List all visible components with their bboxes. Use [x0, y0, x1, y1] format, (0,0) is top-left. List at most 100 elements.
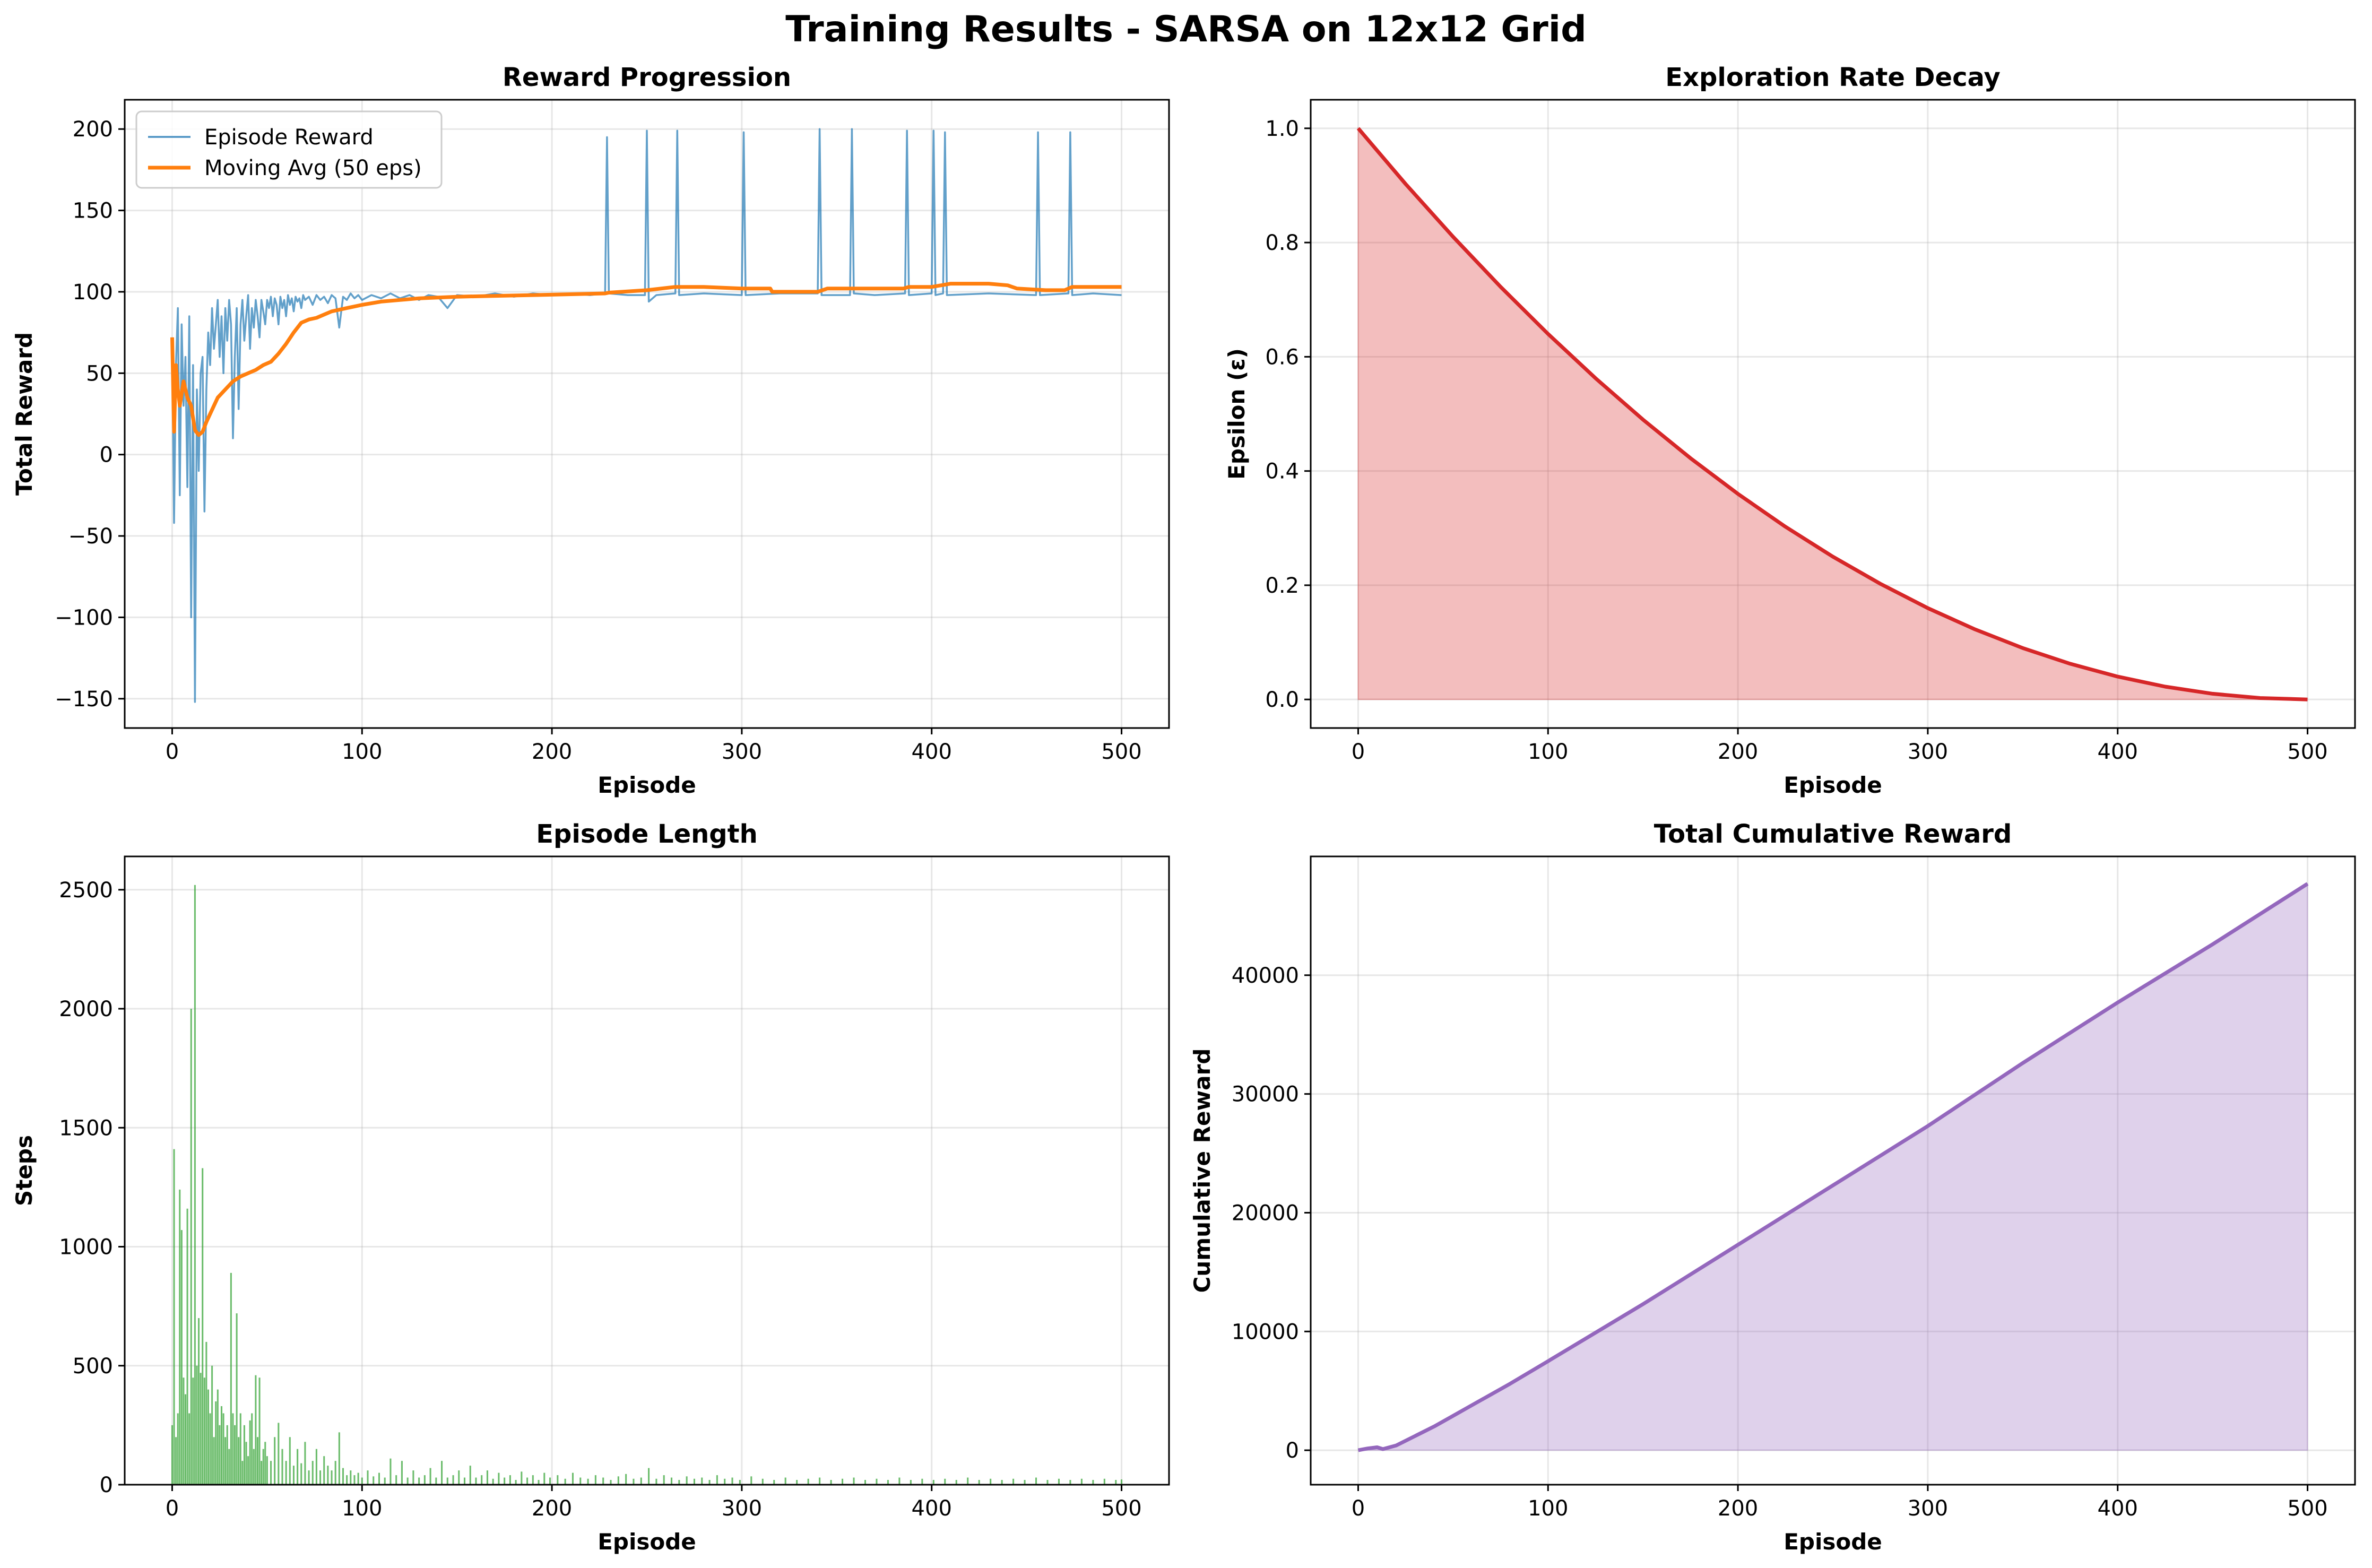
- epsilon-series-line: [1356, 127, 2308, 701]
- reward-legend: Episode Reward Moving Avg (50 eps): [135, 110, 443, 189]
- steps-bar: [423, 1475, 426, 1485]
- steps-bar: [1103, 1478, 1105, 1485]
- steps-bar: [864, 1480, 867, 1485]
- steps-bar: [693, 1478, 695, 1485]
- steps-bar: [1012, 1478, 1015, 1485]
- steps-bar: [1069, 1480, 1071, 1485]
- y-tick-label: 200: [73, 117, 113, 142]
- steps-bar: [266, 1456, 268, 1485]
- legend-label: Moving Avg (50 eps): [204, 156, 422, 180]
- y-tick-label: 10000: [1232, 1320, 1299, 1344]
- steps-bar: [830, 1480, 832, 1485]
- epsilon-title: Exploration Rate Decay: [1665, 63, 2000, 92]
- y-tick-label: 1000: [59, 1235, 113, 1260]
- steps-bar: [184, 1394, 187, 1485]
- x-tick-label: 200: [532, 740, 572, 764]
- x-tick-label: 100: [1528, 740, 1568, 764]
- steps-bar: [655, 1478, 657, 1485]
- steps-bar: [289, 1437, 291, 1485]
- cumulative-title: Total Cumulative Reward: [1654, 819, 2012, 849]
- x-tick-label: 300: [722, 1496, 762, 1521]
- steps-bar: [238, 1437, 240, 1485]
- steps-bar: [452, 1475, 454, 1485]
- reward-axes-frame: [124, 99, 1170, 729]
- steps-bar: [1035, 1477, 1037, 1485]
- steps-bar: [228, 1449, 230, 1485]
- reward-y-axis-label: Total Reward: [11, 332, 37, 496]
- steps-bar: [602, 1477, 604, 1485]
- steps-bar: [463, 1477, 466, 1485]
- x-tick-label: 200: [532, 1496, 572, 1521]
- steps-bar: [203, 1378, 205, 1485]
- steps-bar: [319, 1470, 322, 1485]
- steps-bar: [750, 1476, 752, 1485]
- epsilon-axes-frame: [1310, 99, 2356, 729]
- x-tick-label: 300: [1908, 1496, 1948, 1521]
- x-tick-label: 400: [2098, 1496, 2138, 1521]
- steps-bar: [205, 1341, 207, 1485]
- steps-bar: [543, 1472, 546, 1485]
- steps-bar: [281, 1449, 283, 1485]
- steps-bar: [175, 1437, 177, 1485]
- steps-bar: [1001, 1480, 1003, 1485]
- y-tick-label: 2500: [59, 878, 113, 903]
- steps-bar: [334, 1461, 336, 1485]
- steps-bar: [458, 1470, 460, 1485]
- steps-bar: [285, 1461, 287, 1485]
- x-tick-label: 0: [166, 740, 179, 764]
- steps-bar: [243, 1425, 245, 1485]
- steps-bar: [724, 1478, 726, 1485]
- steps-bar: [640, 1477, 642, 1485]
- legend-label: Episode Reward: [204, 125, 374, 150]
- steps-bar: [226, 1425, 228, 1485]
- steps-bar: [239, 1413, 241, 1485]
- steps-bar: [194, 885, 196, 1485]
- steps-bar: [401, 1461, 403, 1485]
- steps-bar: [648, 1468, 650, 1485]
- steps-bar: [842, 1478, 844, 1485]
- y-tick-label: 0.4: [1265, 460, 1299, 484]
- cumulative-grid: [1311, 856, 2355, 1485]
- steps-bar: [441, 1461, 443, 1485]
- episode-reward-series-line: [171, 128, 1122, 703]
- steps-bar: [173, 1149, 175, 1485]
- steps-bar: [261, 1461, 263, 1485]
- steps-bar: [686, 1476, 688, 1485]
- steps-bar: [262, 1449, 264, 1485]
- steps-bar: [241, 1461, 244, 1485]
- steps-bar: [807, 1478, 809, 1485]
- steps-bar: [708, 1480, 711, 1485]
- x-tick-label: 0: [166, 1496, 179, 1521]
- steps-bar: [504, 1477, 506, 1485]
- steps-bar: [610, 1480, 612, 1485]
- y-tick-label: 0.8: [1265, 231, 1299, 255]
- steps-bar: [731, 1477, 733, 1485]
- steps-bar: [486, 1470, 488, 1485]
- steps-bar: [678, 1480, 680, 1485]
- steps-bar: [247, 1456, 249, 1485]
- cumulative-series-line: [1357, 882, 2309, 1452]
- steps-bar: [579, 1477, 582, 1485]
- steps-bar: [278, 1423, 280, 1485]
- x-tick-label: 400: [2098, 740, 2138, 764]
- steps-bar: [921, 1478, 923, 1485]
- steps-bar: [192, 1378, 194, 1485]
- steps-bar: [406, 1477, 409, 1485]
- y-tick-label: −50: [68, 524, 113, 549]
- steps-bar: [475, 1477, 477, 1485]
- steps-bar: [304, 1442, 306, 1485]
- steps-bar: [492, 1478, 494, 1485]
- steps-bar: [1115, 1480, 1117, 1485]
- steps-bar: [876, 1478, 878, 1485]
- steps-bar: [716, 1475, 718, 1485]
- steps-bar: [215, 1401, 217, 1485]
- steps-bar: [663, 1475, 665, 1485]
- steps-bar: [256, 1437, 258, 1485]
- x-tick-label: 500: [2287, 1496, 2327, 1521]
- steps-bar: [196, 1365, 198, 1485]
- epsilon-y-axis-label: Epsilon (ε): [1224, 348, 1250, 480]
- steps-bar: [251, 1413, 253, 1485]
- x-tick-label: 0: [1352, 740, 1365, 764]
